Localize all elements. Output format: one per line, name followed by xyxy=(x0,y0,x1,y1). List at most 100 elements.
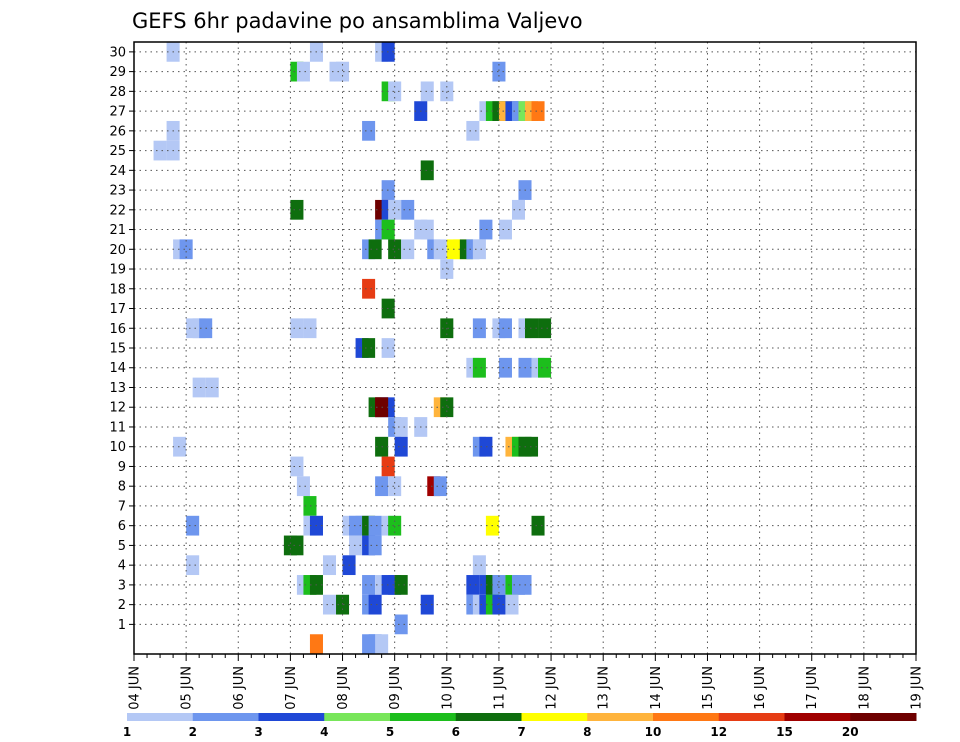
x-tick-label: 08 JUN xyxy=(336,666,351,710)
heat-cell xyxy=(290,199,304,220)
heat-cell xyxy=(179,239,193,260)
heat-cell xyxy=(296,61,310,82)
x-tick-label: 13 JUN xyxy=(597,666,612,710)
heat-cell xyxy=(420,160,434,181)
colorbar-label: 5 xyxy=(386,725,394,739)
y-tick-label: 4 xyxy=(118,559,126,574)
y-tick-label: 2 xyxy=(118,598,126,613)
y-axis: 1234567891011121314151617181920212223242… xyxy=(109,45,134,633)
colorbar-swatch xyxy=(455,713,522,721)
heat-cell xyxy=(511,199,525,220)
heat-cell xyxy=(303,496,317,516)
heat-cell xyxy=(309,634,323,654)
heat-cell xyxy=(290,318,304,339)
x-axis: 04 JUN 05 JUN 06 JUN 07 JUN 08 JUN 09 JUN 10 J… xyxy=(128,654,925,710)
x-tick-label: 14 JUN xyxy=(649,666,664,710)
y-tick-label: 12 xyxy=(109,401,126,416)
heat-cell xyxy=(472,318,486,339)
heat-cell xyxy=(368,239,382,260)
y-tick-label: 27 xyxy=(109,105,126,120)
heat-cell xyxy=(394,575,408,595)
heat-cell xyxy=(472,239,486,260)
heat-cell xyxy=(388,239,402,260)
y-tick-label: 10 xyxy=(109,440,126,455)
colorbar-swatch xyxy=(192,713,259,721)
heat-cell xyxy=(440,81,454,102)
heat-cell xyxy=(322,594,337,615)
colorbar-swatch xyxy=(258,713,325,721)
heat-cell xyxy=(505,594,519,615)
y-tick-label: 23 xyxy=(109,184,126,199)
x-tick-label: 04 JUN xyxy=(128,666,143,710)
colorbar-label: 6 xyxy=(452,725,460,739)
heat-cell xyxy=(525,436,539,457)
heat-cell xyxy=(440,397,454,418)
colorbar-label: 8 xyxy=(583,725,591,739)
colorbar-label: 10 xyxy=(645,725,662,739)
heat-cell xyxy=(420,81,434,102)
heat-cell xyxy=(466,120,480,141)
heat-cell xyxy=(368,515,382,536)
x-tick-label: 15 JUN xyxy=(701,666,716,710)
heat-cell xyxy=(153,140,167,161)
y-tick-label: 26 xyxy=(109,124,126,139)
heat-cell xyxy=(479,436,493,457)
colorbar-swatch xyxy=(127,713,194,721)
x-tick-label: 18 JUN xyxy=(857,666,872,710)
heat-cell xyxy=(362,278,376,299)
heat-cell xyxy=(498,219,512,240)
colorbar-swatch xyxy=(784,713,851,721)
heat-cell xyxy=(479,219,493,240)
colorbar-label: 2 xyxy=(189,725,197,739)
y-tick-label: 29 xyxy=(109,65,126,80)
heat-cell xyxy=(388,515,402,536)
heat-cell xyxy=(498,357,512,378)
heat-cell xyxy=(388,81,402,102)
colorbar-label: 20 xyxy=(842,725,859,739)
chart-title: GEFS 6hr padavine po ansamblima Valjevo xyxy=(132,9,583,33)
y-tick-label: 5 xyxy=(118,539,126,554)
heat-cell xyxy=(388,476,402,497)
heat-cell xyxy=(303,318,317,339)
heat-cell xyxy=(433,476,447,497)
heat-cell xyxy=(290,535,304,556)
heat-cell xyxy=(401,199,415,220)
heat-cell xyxy=(349,535,363,556)
x-tick-label: 10 JUN xyxy=(440,666,455,710)
y-tick-label: 21 xyxy=(109,223,126,238)
x-tick-label: 19 JUN xyxy=(910,666,925,710)
heat-cell xyxy=(388,199,402,220)
heat-cell xyxy=(492,575,506,595)
y-tick-label: 24 xyxy=(109,164,126,179)
colorbar-swatch xyxy=(718,713,785,721)
colorbar-swatch xyxy=(653,713,720,721)
heat-cell xyxy=(420,594,434,615)
y-tick-label: 6 xyxy=(118,519,126,534)
colorbar-label: 1 xyxy=(123,725,131,739)
heat-cell xyxy=(322,555,337,576)
cells-layer xyxy=(153,42,552,654)
y-tick-label: 25 xyxy=(109,144,126,159)
heat-cell xyxy=(362,575,376,595)
heat-cell xyxy=(394,417,408,437)
heat-cell xyxy=(538,318,552,339)
y-tick-label: 8 xyxy=(118,480,126,495)
heat-cell xyxy=(368,535,382,556)
y-tick-label: 20 xyxy=(109,243,126,258)
heat-cell xyxy=(394,614,408,635)
colorbar-swatch xyxy=(587,713,654,721)
colorbar-swatch xyxy=(850,713,917,721)
x-tick-label: 16 JUN xyxy=(753,666,768,710)
heat-cell xyxy=(290,456,304,477)
x-tick-label: 09 JUN xyxy=(388,666,403,710)
y-tick-label: 28 xyxy=(109,85,126,100)
heat-cell xyxy=(186,555,200,576)
heat-cell xyxy=(531,101,545,121)
heat-cell xyxy=(394,436,408,457)
y-tick-label: 14 xyxy=(109,361,126,376)
x-tick-label: 05 JUN xyxy=(180,666,195,710)
y-tick-label: 1 xyxy=(118,618,126,633)
y-tick-label: 18 xyxy=(109,282,126,297)
heat-cell xyxy=(525,318,539,339)
